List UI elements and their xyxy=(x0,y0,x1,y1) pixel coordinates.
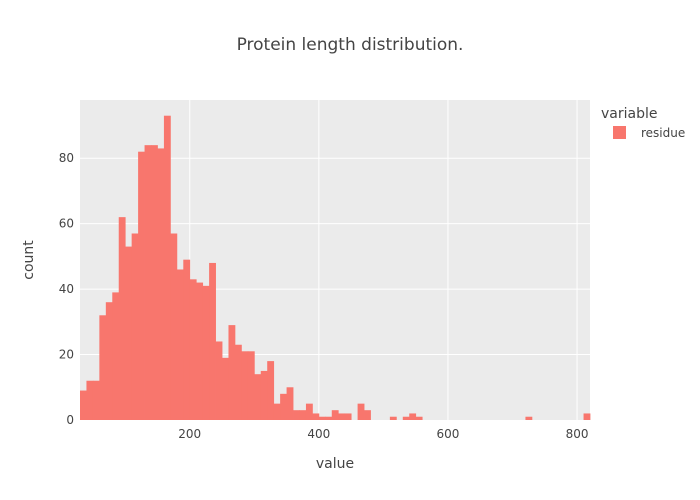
histogram-bar xyxy=(364,410,371,420)
histogram-bar xyxy=(241,351,249,420)
histogram-bar xyxy=(331,410,339,420)
histogram-bar xyxy=(222,357,229,420)
histogram-bar xyxy=(131,233,139,420)
histogram-bar xyxy=(247,351,255,420)
histogram-bar xyxy=(254,374,262,420)
histogram-bar xyxy=(344,413,352,420)
histogram-bar xyxy=(202,285,210,420)
histogram-bar xyxy=(80,390,87,420)
histogram-bar xyxy=(280,393,287,420)
histogram-bar xyxy=(293,410,300,420)
histogram-bar xyxy=(144,145,152,420)
y-tick-label: 0 xyxy=(66,413,74,427)
histogram-bar xyxy=(305,403,313,420)
histogram-bar xyxy=(105,302,113,420)
histogram-bar xyxy=(228,325,236,420)
x-tick-labels: 200 400 600 800 xyxy=(178,427,588,441)
y-tick-label: 40 xyxy=(59,282,74,296)
histogram-bar xyxy=(286,387,294,420)
histogram-bar xyxy=(402,416,410,420)
chart-title: Protein length distribution. xyxy=(237,35,464,55)
histogram-bar xyxy=(196,282,204,420)
x-tick-label: 600 xyxy=(437,427,460,441)
histogram-bar xyxy=(338,413,346,420)
legend-label-residue: residue xyxy=(641,126,685,140)
legend-title: variable xyxy=(601,106,657,122)
histogram-bar xyxy=(299,410,307,420)
histogram-bars xyxy=(80,115,591,421)
histogram-bar xyxy=(415,416,423,420)
histogram-bar xyxy=(325,416,333,420)
histogram-bar xyxy=(170,233,178,420)
histogram-bar xyxy=(189,279,197,420)
histogram-bar xyxy=(312,413,320,420)
x-tick-label: 400 xyxy=(307,427,330,441)
histogram-bar xyxy=(234,344,242,420)
x-axis-title: value xyxy=(316,456,354,472)
y-tick-label: 80 xyxy=(59,151,74,165)
histogram-bar xyxy=(273,403,281,420)
histogram-bar xyxy=(125,246,133,420)
histogram-bar xyxy=(183,259,191,420)
histogram-bar xyxy=(267,361,275,420)
histogram-bar xyxy=(389,416,397,420)
histogram-bar xyxy=(157,148,165,420)
histogram-bar xyxy=(112,292,120,420)
histogram-bar xyxy=(118,217,126,420)
histogram-bar xyxy=(583,413,591,420)
x-tick-label: 800 xyxy=(566,427,589,441)
histogram-bar xyxy=(138,151,145,421)
histogram-bar xyxy=(215,341,223,420)
x-tick-label: 200 xyxy=(178,427,201,441)
histogram-bar xyxy=(176,269,184,420)
histogram-bar xyxy=(92,380,100,420)
histogram-bar xyxy=(163,115,171,421)
histogram-bar xyxy=(318,416,326,420)
histogram-bar xyxy=(86,380,94,420)
legend: variable residue xyxy=(601,106,685,140)
histogram-bar xyxy=(209,262,216,420)
histogram-bar xyxy=(409,413,417,420)
y-tick-label: 60 xyxy=(59,217,74,231)
histogram-bar xyxy=(99,315,107,420)
y-axis-title: count xyxy=(21,240,37,280)
histogram-bar xyxy=(151,145,158,420)
histogram-bar xyxy=(260,370,268,420)
histogram-bar xyxy=(525,416,533,420)
histogram-bar xyxy=(357,403,365,420)
y-tick-label: 20 xyxy=(59,348,74,362)
legend-swatch-residue xyxy=(613,126,626,139)
y-tick-labels: 0 20 40 60 80 xyxy=(59,151,74,427)
